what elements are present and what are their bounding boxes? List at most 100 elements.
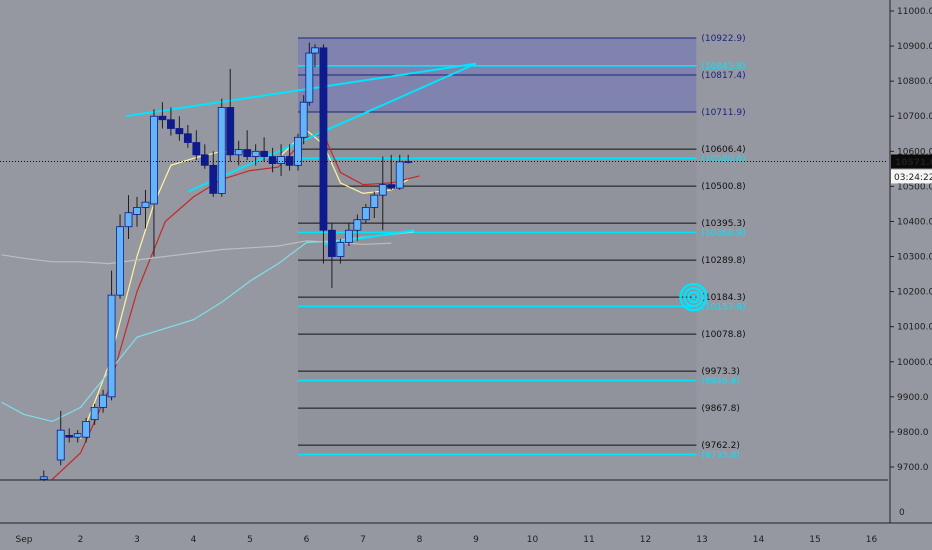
price-tick-label: 10900.0 [897,42,932,52]
candle-up [299,101,308,138]
fib-level-label: (9762.2) [701,441,740,451]
fib-level-label: (9973.3) [701,367,740,377]
candle-down [319,47,328,231]
fib-level-label: (10500.8) [701,182,745,192]
candle-up [39,476,48,480]
candle-up [56,429,65,461]
candle-up [336,242,345,257]
candle-up [370,194,379,208]
time-tick-label: 11 [583,535,594,545]
price-tick-label: 10200.0 [897,288,932,298]
fib-levels: (10922.9) (10843.8)(10817.4) (10711.9) (106… [298,34,746,460]
last-price-badge [891,154,932,169]
fib-level-label: (9946.9) [701,376,740,386]
candle-down [183,133,192,143]
countdown-badge [891,169,932,184]
target-marker [679,282,708,312]
price-tick-label: 10800.0 [897,77,932,87]
last-price-value: 10571.0 [895,158,932,168]
fib-level-label: (10395.3) [701,219,745,229]
time-tick-label: 3 [134,535,140,545]
fib-level-label: (10711.9) [701,108,745,118]
fib-zone-layer [298,38,697,455]
candle-down [260,150,269,157]
time-tick-label: 6 [304,535,310,545]
fib-level-label: (9867.8) [701,404,740,414]
price-axis: 11000.0 10900.0 10800.0 10700.0 10600.0 10500… [890,7,932,518]
candle-up [141,201,150,208]
candle-up [82,420,91,438]
time-tick-label: 16 [866,535,878,545]
fib-level-label: (10368.9) [701,228,745,238]
candles [39,42,413,482]
fib-level-label: (10289.8) [701,256,745,266]
countdown-value: 03:24:22 [894,173,932,183]
trendline [125,62,477,118]
price-tick-label: 10500.0 [897,182,932,192]
candle-down [209,164,218,194]
candle-up [124,212,133,228]
candle-up [378,184,387,196]
time-tick-label: 14 [753,535,765,545]
time-tick-label: 12 [640,535,651,545]
time-tick-label: 4 [191,535,197,545]
candle-up [217,107,226,194]
candle-up [294,136,302,166]
candle-up [311,47,319,54]
chart-frame [0,0,932,524]
price-tick-label: 10400.0 [897,217,932,227]
candle-up [133,207,141,215]
candle-up [234,149,243,156]
candle-down [243,149,252,157]
candle-up [395,161,404,189]
candle-up [150,115,158,205]
target-center [691,295,696,300]
price-tick-label: 10300.0 [897,253,932,263]
price-tick-label: 9800.0 [897,428,929,438]
candle-up [305,52,314,103]
candle-down [226,107,235,156]
time-tick-label: 15 [809,535,820,545]
candle-up [90,406,99,421]
time-tick-label: 5 [247,535,253,545]
candle-down [387,184,396,189]
candle-up [99,394,107,408]
price-tick-label: 10600.0 [897,147,932,157]
target-ring [683,286,704,308]
price-tick-label: 10100.0 [897,323,932,333]
fib-level-label: (10184.3) [701,293,745,303]
candle-down [166,119,175,129]
candle-down [65,435,74,438]
time-tick-label: 9 [473,535,479,545]
price-tick-label: 9700.0 [897,463,929,473]
time-tick-label: 8 [417,535,423,545]
target-ring [679,282,708,312]
fib-level-label: (10606.4) [701,145,745,155]
candle-down [192,142,201,156]
candle-up [116,226,124,296]
price-tick-label: 11000.0 [897,7,932,17]
fib-level-label: (10843.8) [701,62,745,72]
time-tick-label: 2 [78,535,84,545]
fib-level-label: (10580.0) [701,154,745,164]
trendline [323,229,415,246]
fib-zone-lower [298,112,697,455]
time-tick-label: 10 [527,535,539,545]
fib-level-label: (9735.8) [701,450,740,460]
candle-up [107,294,116,398]
candle-down [200,154,209,166]
time-tick-label: 13 [696,535,707,545]
candle-up [251,150,260,157]
candle-up [361,207,370,221]
moving-average-line [51,133,420,480]
candle-up [73,433,82,438]
candle-down [268,156,277,164]
fib-level-label: (10922.9) [701,34,745,44]
time-tick-label: Sep [16,535,33,545]
target-ring [687,290,700,304]
candle-up [344,229,353,243]
candle-down [328,229,336,257]
candle-up [277,156,285,164]
